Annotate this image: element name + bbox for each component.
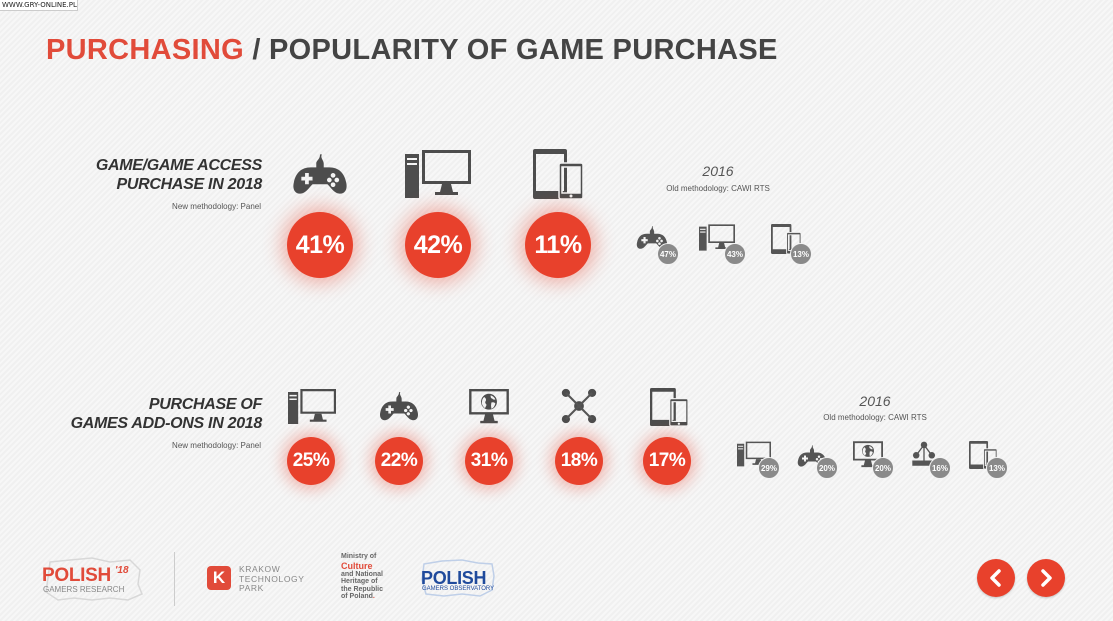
stat-bubble-mobile: 11%	[525, 212, 591, 278]
ministry-line3: and National	[341, 570, 384, 578]
stat-bubble-web: 31%	[465, 437, 513, 485]
ministry-line4: Heritage of	[341, 578, 378, 586]
old-stat-badge: 47%	[657, 243, 679, 265]
polish-gamers-observatory-logo: POLISH GAMERS OBSERVATORY	[418, 558, 496, 598]
old-year-label: 2016	[859, 393, 891, 409]
page-title-accent: PURCHASING	[46, 34, 244, 66]
stat-bubble-desktop: 25%	[287, 437, 335, 485]
footer-divider	[174, 552, 175, 606]
watermark-text: WWW.GRY-ONLINE.PL	[0, 0, 78, 11]
krakow-logo-icon: K	[207, 566, 231, 590]
mobile-devices-icon	[650, 388, 688, 426]
old-stat-badge: 20%	[872, 457, 894, 479]
polish-gamers-research-logo: POLISH '18 GAMERS RESEARCH	[40, 556, 150, 602]
gamepad-icon	[379, 389, 419, 422]
stat-bubble-gamepad: 22%	[375, 437, 423, 485]
polish-gamers-main: POLISH	[42, 565, 111, 586]
section-label-game-access: GAME/GAME ACCESS PURCHASE IN 2018	[62, 156, 262, 194]
ministry-of-culture-logo: Ministry of Culture and National Heritag…	[341, 553, 384, 601]
old-stat-badge: 43%	[724, 243, 746, 265]
old-stat-badge: 16%	[929, 457, 951, 479]
desktop-computer-icon	[405, 150, 471, 198]
poland-map-outline-icon	[45, 557, 143, 601]
section-label-line2: PURCHASE IN 2018	[116, 176, 263, 193]
section-label-line2: GAMES ADD-ONS IN 2018	[70, 415, 263, 432]
section-label-addons: PURCHASE OF GAMES ADD-ONS IN 2018	[42, 395, 263, 433]
chevron-left-icon	[990, 569, 1001, 587]
old-methodology-note: Old methodology: CAWI RTS	[823, 413, 927, 422]
gamepad-icon	[292, 150, 348, 196]
ministry-line2: Culture	[341, 560, 373, 571]
pgo-sub: GAMERS OBSERVATORY	[422, 586, 495, 592]
ministry-line1: Ministry of	[341, 553, 377, 560]
section-label-line1: PURCHASE OF	[148, 396, 262, 413]
network-icon	[561, 388, 597, 424]
web-monitor-icon	[469, 389, 509, 424]
old-stat-badge: 13%	[790, 243, 812, 265]
ministry-line5: the Republic	[341, 585, 384, 593]
methodology-note: New methodology: Panel	[172, 441, 261, 450]
previous-slide-button[interactable]	[977, 559, 1015, 597]
old-year-label: 2016	[702, 163, 734, 179]
section-label-line1: GAME/GAME ACCESS	[95, 157, 262, 174]
stat-bubble-mobile: 17%	[643, 437, 691, 485]
pgo-main: POLISH	[421, 568, 487, 588]
desktop-computer-icon	[288, 389, 336, 424]
old-methodology-note: Old methodology: CAWI RTS	[666, 184, 770, 193]
page-title-rest: / POPULARITY OF GAME PURCHASE	[243, 34, 778, 66]
old-stat-badge: 13%	[986, 457, 1008, 479]
next-slide-button[interactable]	[1027, 559, 1065, 597]
krakow-line1: KRAKOW	[239, 564, 281, 574]
krakow-line2: TECHNOLOGY	[239, 573, 305, 584]
mobile-devices-icon	[533, 149, 583, 199]
stat-bubble-gamepad: 41%	[287, 212, 353, 278]
methodology-note: New methodology: Panel	[172, 202, 261, 211]
stat-bubble-network: 18%	[555, 437, 603, 485]
polish-gamers-sub: GAMERS RESEARCH	[43, 585, 125, 594]
stat-bubble-desktop: 42%	[405, 212, 471, 278]
chevron-right-icon	[1041, 569, 1052, 587]
page-title: PURCHASING / POPULARITY OF GAME PURCHASE	[46, 34, 778, 67]
krakow-technology-park-logo: KRAKOW TECHNOLOGY PARK	[239, 564, 305, 594]
old-stat-badge: 20%	[816, 457, 838, 479]
old-stat-badge: 29%	[758, 457, 780, 479]
poland-map-outline-icon	[421, 559, 495, 597]
ministry-line6: of Poland	[341, 593, 373, 601]
krakow-line3: PARK	[239, 583, 264, 593]
polish-gamers-year: '18	[115, 565, 129, 576]
